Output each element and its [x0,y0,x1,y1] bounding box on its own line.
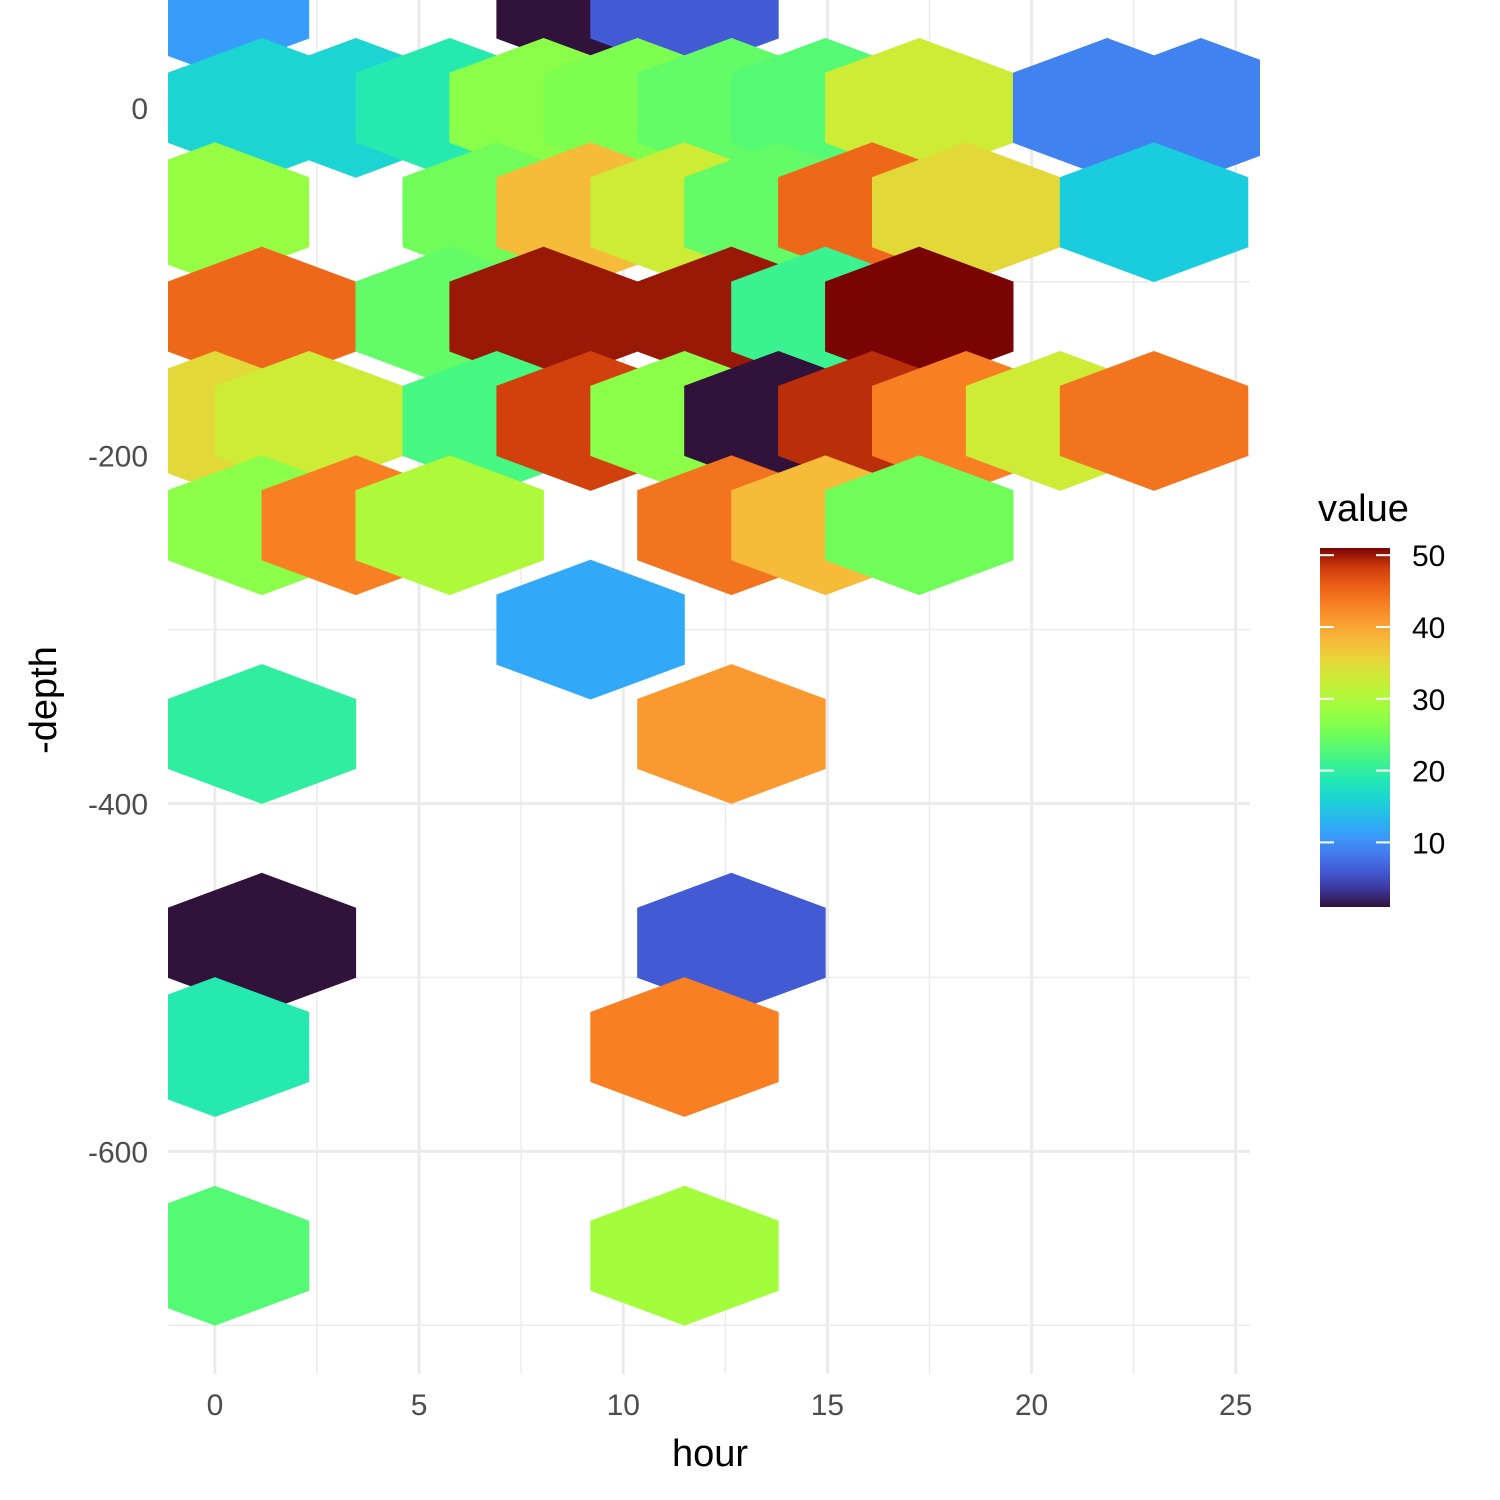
hex-cells [168,0,1260,1326]
y-tick-label: -600 [88,1136,148,1169]
x-tick-label: 15 [811,1389,844,1422]
x-tick-label: 5 [411,1389,428,1422]
x-tick-label: 25 [1219,1389,1252,1422]
x-tick-label: 10 [607,1389,640,1422]
x-tick-labels: 0 5 10 15 20 25 [207,1389,1253,1422]
legend-title: value [1318,488,1409,530]
hex-cell [825,455,1014,596]
y-tick-labels: 0 -200 -400 -600 [88,93,148,1170]
hex-cell [355,455,544,596]
hex-cell [168,1185,310,1326]
x-tick-label: 0 [207,1389,224,1422]
x-tick-label: 20 [1015,1389,1048,1422]
legend-label: 10 [1412,827,1445,860]
legend-label: 40 [1412,612,1445,645]
hex-cell [168,977,310,1117]
hex-cell [168,664,357,804]
y-axis-title: -depth [23,646,65,754]
y-tick-label: 0 [131,93,148,126]
hex-cell [590,1185,779,1326]
y-tick-label: -400 [88,789,148,822]
legend: value 10 20 30 40 50 [1318,488,1445,907]
hex-cell [496,559,685,700]
y-tick-label: -200 [88,441,148,474]
legend-label: 30 [1412,684,1445,717]
legend-label: 50 [1412,540,1445,573]
hex-cell [590,977,779,1117]
legend-label: 20 [1412,756,1445,789]
legend-ticks: 10 20 30 40 50 [1320,540,1445,860]
hex-cell [1059,142,1249,283]
colorbar [1320,548,1390,907]
hex-cell [637,664,826,804]
x-axis-title: hour [672,1433,748,1475]
hex-cell [1059,350,1249,491]
